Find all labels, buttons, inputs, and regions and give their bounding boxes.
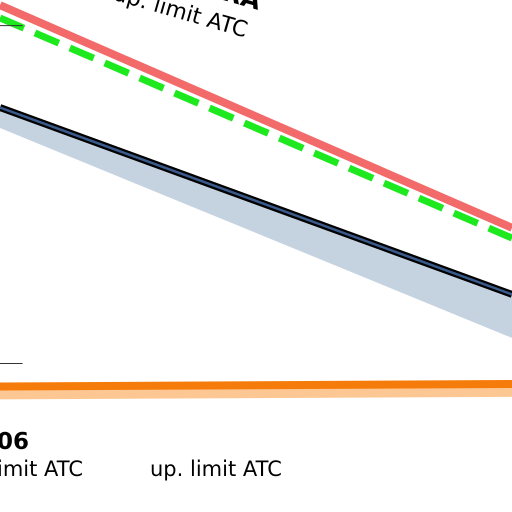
reference-tick-layer (0, 25, 23, 365)
upper-red-series (0, 1, 512, 232)
line-layer (0, 1, 512, 391)
bottom-right-label: up. limit ATC (150, 457, 282, 481)
middle-line-series (0, 104, 512, 298)
upper-dashed-series (0, 14, 512, 242)
lower-line-series (0, 380, 512, 391)
middle-band-area (0, 107, 512, 338)
bottom-bold-label: 06 (0, 429, 29, 455)
middle-line-series-inner (0, 106, 512, 296)
band-layer (0, 107, 512, 400)
bottom-left-label: imit ATC (0, 457, 83, 481)
